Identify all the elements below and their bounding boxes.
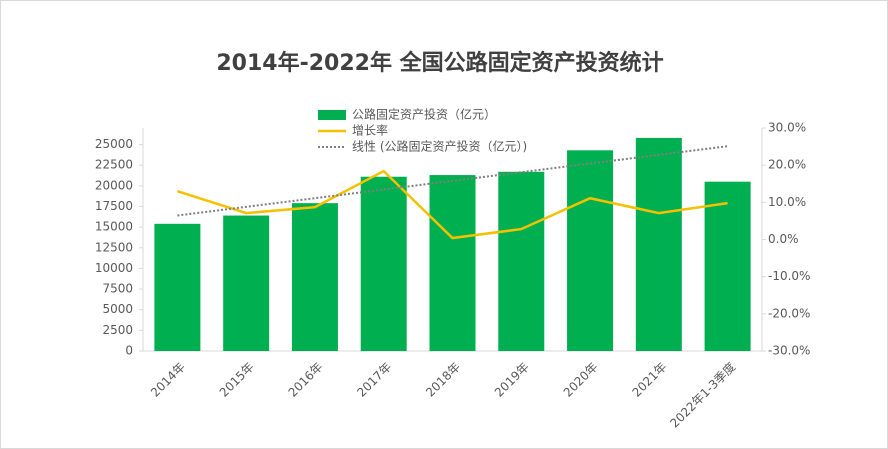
bar <box>567 150 614 351</box>
y-tick-label: 12500 <box>95 240 133 254</box>
bar <box>635 137 682 351</box>
y-tick-label: 5000 <box>102 302 133 316</box>
legend-label: 增长率 <box>352 123 388 138</box>
y2-tick-label: -30.0% <box>768 344 810 358</box>
bar <box>154 223 201 351</box>
bar <box>291 203 338 351</box>
chart-title: 2014年-2022年 全国公路固定资产投资统计 <box>216 50 663 76</box>
bar <box>498 171 545 351</box>
y-tick-label: 0 <box>125 344 133 358</box>
bar <box>704 181 751 351</box>
y-tick-label: 17500 <box>95 199 133 213</box>
y-tick-label: 20000 <box>95 178 133 192</box>
trend-line <box>177 145 728 217</box>
bar <box>429 175 476 351</box>
y-tick-label: 15000 <box>95 220 133 234</box>
y-tick-label: 25000 <box>95 137 133 151</box>
legend-label: 公路固定资产投资（亿元） <box>352 107 496 122</box>
y-tick-label: 2500 <box>102 323 133 337</box>
bar <box>360 176 407 351</box>
y2-tick-label: -10.0% <box>768 269 810 283</box>
line <box>177 169 728 240</box>
y2-tick-label: 10.0% <box>768 195 806 209</box>
y2-tick-label: -20.0% <box>768 306 810 320</box>
bar <box>223 215 270 351</box>
legend-label: 线性 (公路固定资产投资（亿元）) <box>352 139 527 154</box>
legend-swatch <box>318 110 346 120</box>
y2-tick-label: 20.0% <box>768 158 806 172</box>
y-tick-label: 10000 <box>95 261 133 275</box>
y2-tick-label: 30.0% <box>768 121 806 135</box>
y2-tick-label: 0.0% <box>768 232 799 246</box>
y-tick-label: 22500 <box>95 158 133 172</box>
y-tick-label: 7500 <box>102 282 133 296</box>
